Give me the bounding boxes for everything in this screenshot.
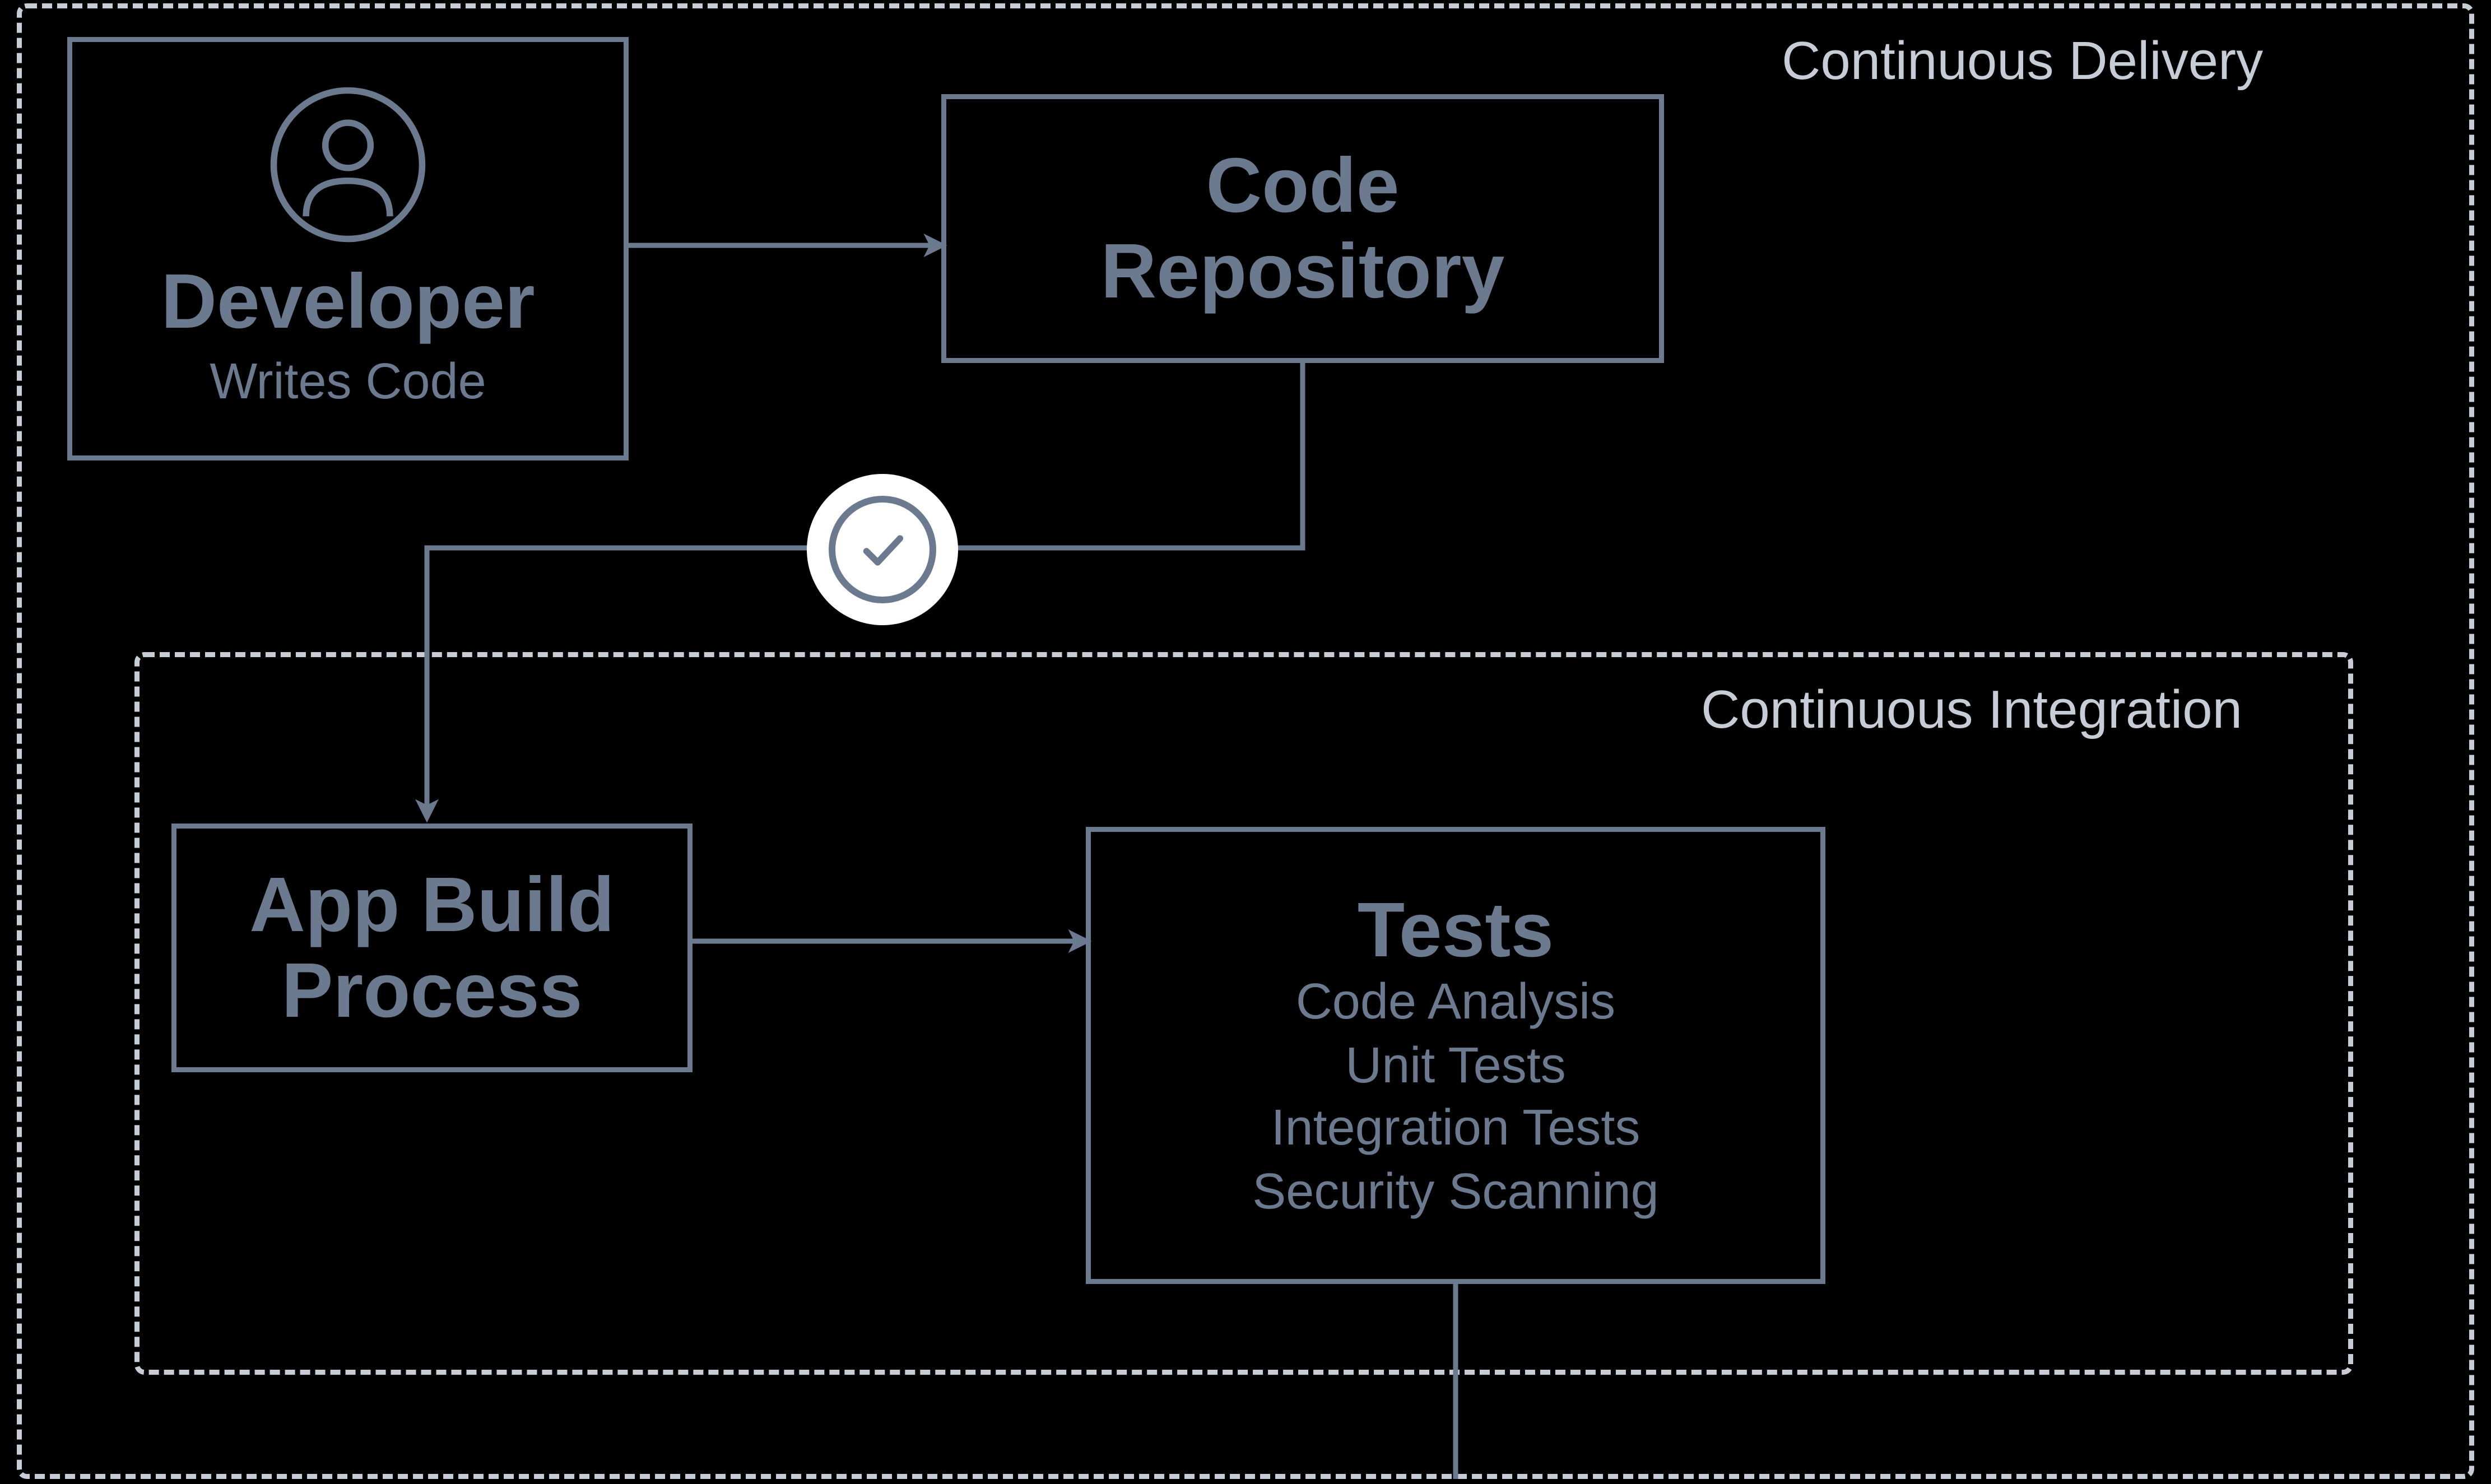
node-build-line1: App Build <box>249 863 615 948</box>
node-code-repository: Code Repository <box>941 94 1664 363</box>
tests-item-0: Code Analysis <box>1296 972 1615 1035</box>
node-repo-line2: Repository <box>1101 229 1505 314</box>
person-icon <box>267 84 429 245</box>
tests-item-1: Unit Tests <box>1345 1035 1566 1098</box>
check-circle-icon <box>828 495 937 604</box>
region-label-delivery: Continuous Delivery <box>1782 30 2263 92</box>
diagram-canvas: Continuous Delivery Continuous Integrati… <box>0 0 2491 1484</box>
check-badge <box>807 474 958 625</box>
node-repo-line1: Code <box>1206 143 1400 229</box>
node-developer-subtitle: Writes Code <box>210 351 486 414</box>
node-developer-title: Developer <box>161 259 535 344</box>
node-app-build-process: App Build Process <box>171 824 693 1072</box>
tests-item-3: Security Scanning <box>1252 1161 1658 1224</box>
node-tests-title: Tests <box>1358 887 1554 972</box>
node-developer: Developer Writes Code <box>67 37 629 460</box>
node-build-line2: Process <box>281 948 582 1033</box>
tests-item-2: Integration Tests <box>1271 1098 1640 1161</box>
region-label-integration: Continuous Integration <box>1701 679 2242 741</box>
node-tests: Tests Code Analysis Unit Tests Integrati… <box>1086 827 1825 1284</box>
